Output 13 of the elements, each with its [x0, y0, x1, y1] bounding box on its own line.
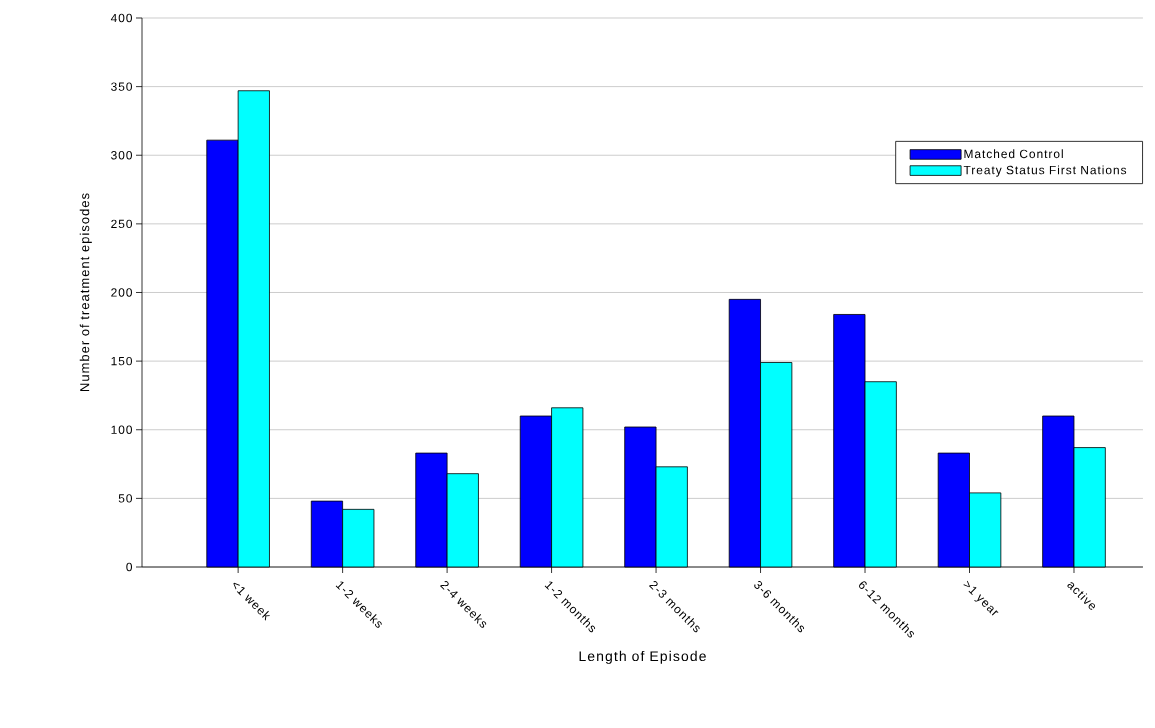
legend-label: Treaty Status First Nations	[963, 165, 1127, 177]
y-tick-label: 250	[111, 219, 132, 229]
y-tick-label: 300	[111, 151, 132, 160]
legend-label: Matched Control	[964, 149, 1063, 159]
y-tick-label: 100	[111, 425, 132, 434]
y-tick-label: 150	[111, 356, 132, 366]
y-tick-label: 200	[111, 288, 132, 297]
y-tick-label: 400	[110, 13, 132, 23]
y-tick-label: 50	[118, 494, 133, 503]
x-axis-title: Length of Episode	[579, 650, 706, 664]
y-tick-label: 0	[126, 562, 133, 572]
y-tick-label: 350	[111, 82, 132, 91]
y-axis-title: Number of treatment episodes	[79, 193, 92, 391]
